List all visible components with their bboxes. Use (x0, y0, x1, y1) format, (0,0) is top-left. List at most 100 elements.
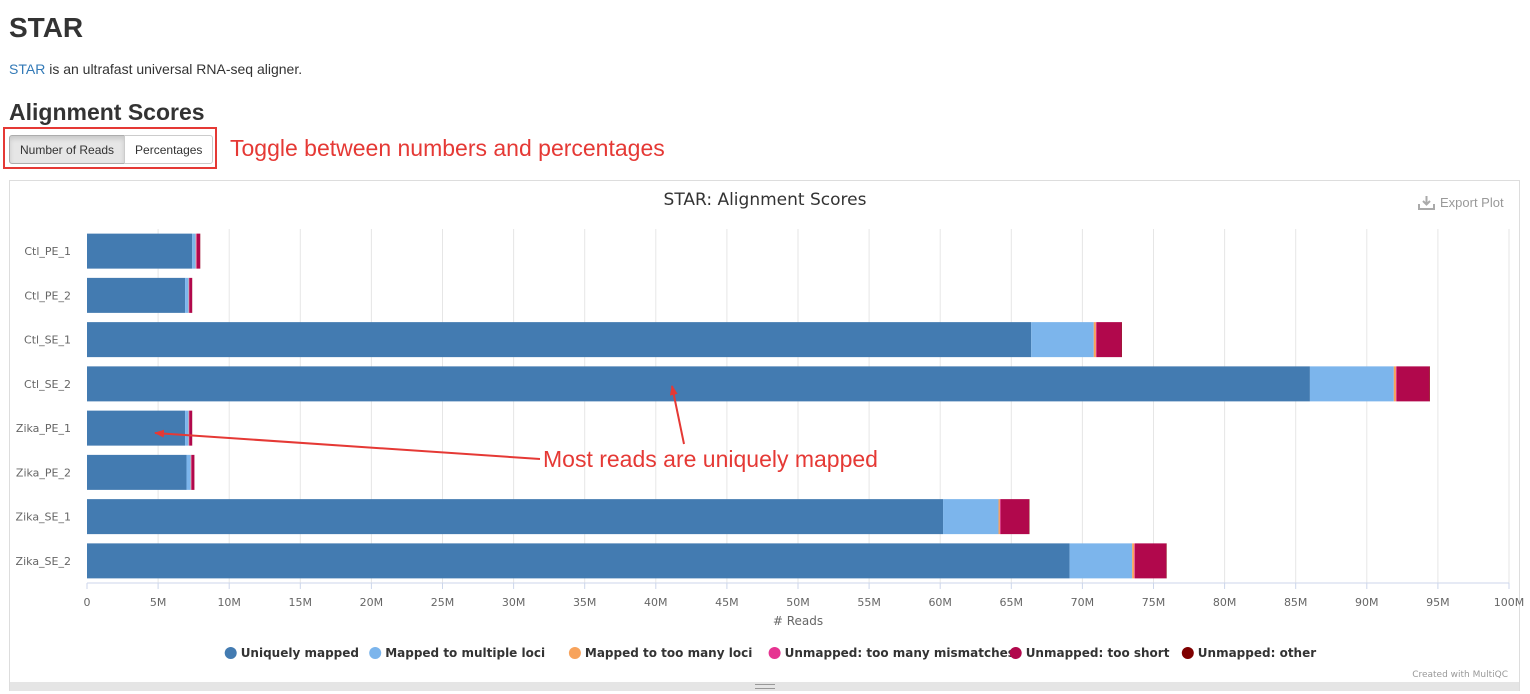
x-axis-ticks: 0 5M 10M 15M 20M 25M 30M 35M 40M 45M 50M 55M 60M 65M 7… (84, 583, 1525, 609)
x-tick-label: 35M (573, 596, 597, 609)
annotation-arrow-left (154, 429, 541, 460)
plot-container (9, 180, 1520, 691)
legend-label: Unmapped: too many mismatches (785, 646, 1015, 660)
legend-item[interactable]: Unmapped: too many mismatches (768, 646, 1015, 660)
bar-series (87, 233, 1430, 579)
bar-segment[interactable] (185, 277, 189, 313)
legend-marker (568, 647, 581, 659)
legend-marker (1009, 647, 1022, 659)
bar-segment[interactable] (1309, 366, 1394, 402)
number-of-reads-button[interactable]: Number of Reads (9, 135, 126, 164)
star-link[interactable]: STAR (9, 61, 46, 77)
x-tick-label: 30M (502, 596, 526, 609)
category-label: Ctl_PE_2 (24, 289, 71, 302)
bar-segment[interactable] (1134, 543, 1136, 579)
legend-marker (224, 647, 237, 659)
bar-segment[interactable] (943, 499, 999, 535)
toggle-highlight-box (3, 127, 217, 169)
percentages-button[interactable]: Percentages (124, 135, 214, 164)
x-tick-label: 95M (1426, 596, 1450, 609)
annotation-arrow-up (669, 385, 685, 445)
x-tick-label: 55M (857, 596, 881, 609)
bar-segment[interactable] (1393, 366, 1396, 402)
legend-label: Mapped to too many loci (585, 646, 752, 660)
legend-item[interactable]: Unmapped: too short (1009, 646, 1170, 660)
x-tick-label: 10M (217, 596, 241, 609)
annotation-text: Most reads are uniquely mapped (543, 446, 878, 472)
export-plot-label: Export Plot (1440, 195, 1504, 210)
bar-segment[interactable] (1093, 322, 1096, 358)
bar-segment[interactable] (189, 277, 193, 313)
legend-item[interactable]: Unmapped: other (1181, 646, 1316, 660)
bar-segment[interactable] (1096, 322, 1122, 358)
section-title: Alignment Scores (9, 99, 205, 125)
chart-legend: Uniquely mapped Mapped to multiple loci Ma… (224, 646, 1316, 660)
bar-segment[interactable] (189, 410, 193, 446)
x-tick-label: 60M (928, 596, 952, 609)
bar-segment[interactable] (1135, 543, 1167, 579)
bar-segment[interactable] (191, 454, 195, 490)
uniquely-mapped-annotation: Most reads are uniquely mapped (154, 385, 878, 472)
plot-resize-handle[interactable] (10, 682, 1519, 691)
bar-segment[interactable] (1000, 499, 1030, 535)
bar-segment[interactable] (192, 233, 196, 269)
legend-item[interactable]: Uniquely mapped (224, 646, 359, 660)
legend-label: Mapped to multiple loci (385, 646, 545, 660)
legend-marker (768, 647, 781, 659)
bar-segment[interactable] (1095, 322, 1097, 358)
bar-segment[interactable] (998, 499, 1000, 535)
x-tick-label: 85M (1284, 596, 1308, 609)
bar-segment[interactable] (999, 499, 1001, 535)
legend-marker (369, 647, 382, 659)
bar-segment[interactable] (87, 454, 187, 490)
legend-item[interactable]: Mapped to too many loci (568, 646, 752, 660)
bar-segment[interactable] (87, 543, 1070, 579)
bar-segment[interactable] (87, 322, 1032, 358)
x-tick-label: 75M (1142, 596, 1166, 609)
x-tick-label: 20M (360, 596, 384, 609)
export-plot-button[interactable]: Export Plot (1418, 195, 1504, 210)
bar-segment[interactable] (87, 410, 186, 446)
x-tick-label: 80M (1213, 596, 1237, 609)
legend-marker (1181, 647, 1194, 659)
bar-segment[interactable] (186, 454, 191, 490)
download-icon (1418, 196, 1435, 210)
bar-segment[interactable] (1395, 366, 1397, 402)
bar-segment[interactable] (87, 366, 1310, 402)
category-label: Ctl_SE_2 (24, 378, 71, 391)
bar-segment[interactable] (87, 499, 944, 535)
legend-label: Unmapped: too short (1026, 646, 1170, 660)
page-title: STAR (9, 12, 84, 43)
category-label: Zika_SE_2 (16, 555, 71, 568)
category-labels: Ctl_PE_1 Ctl_PE_2 Ctl_SE_1 Ctl_SE_2 Zika_PE_… (16, 245, 71, 568)
x-tick-label: 15M (289, 596, 313, 609)
category-label: Zika_PE_2 (16, 466, 71, 479)
x-tick-label: 45M (715, 596, 739, 609)
bar-segment[interactable] (1069, 543, 1133, 579)
resize-grip-icon (755, 684, 775, 689)
bar-segment[interactable] (1429, 366, 1430, 402)
x-tick-label: 50M (786, 596, 810, 609)
bar-segment[interactable] (87, 277, 186, 313)
chart-title: STAR: Alignment Scores (664, 190, 867, 210)
category-label: Zika_SE_1 (16, 511, 71, 524)
x-tick-label: 0 (84, 596, 91, 609)
x-tick-label: 90M (1355, 596, 1379, 609)
category-label: Ctl_PE_1 (24, 245, 71, 258)
bar-segment[interactable] (1132, 543, 1135, 579)
bar-segment[interactable] (185, 410, 189, 446)
x-tick-label: 25M (431, 596, 455, 609)
category-label: Zika_PE_1 (16, 422, 71, 435)
legend-item[interactable]: Mapped to multiple loci (369, 646, 545, 660)
bar-segment[interactable] (87, 233, 193, 269)
legend-label: Uniquely mapped (241, 646, 359, 660)
x-axis-label: # Reads (773, 614, 823, 628)
data-toggle-group: Number of Reads Percentages (9, 135, 214, 164)
bar-segment[interactable] (1396, 366, 1430, 402)
bar-segment[interactable] (1031, 322, 1094, 358)
intro-text: STAR is an ultrafast universal RNA-seq a… (9, 61, 302, 77)
x-tick-label: 70M (1071, 596, 1095, 609)
bar-segment[interactable] (196, 233, 201, 269)
x-tick-label: 100M (1494, 596, 1525, 609)
